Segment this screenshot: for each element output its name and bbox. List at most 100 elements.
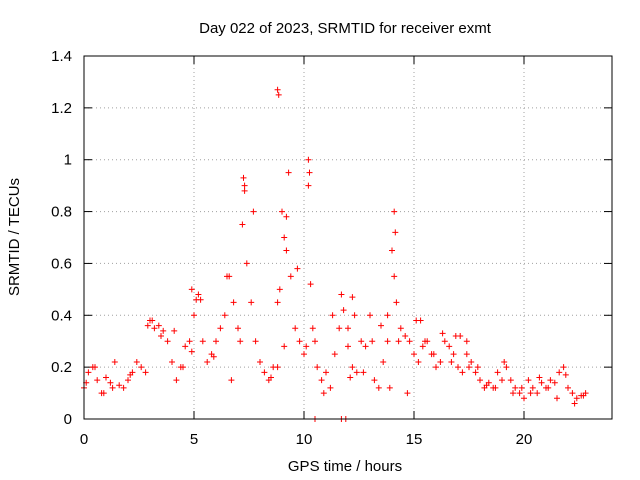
data-point [551, 379, 558, 386]
data-point [261, 369, 268, 376]
data-point [580, 392, 587, 399]
data-point [349, 294, 356, 301]
data-point [510, 390, 516, 397]
data-point [448, 358, 455, 365]
data-point [384, 338, 391, 345]
data-point [230, 299, 237, 306]
data-point [127, 371, 134, 378]
data-point [318, 377, 325, 384]
data-point [307, 281, 314, 288]
data-point [573, 395, 580, 402]
x-axis-label: GPS time / hours [288, 458, 402, 475]
data-point [142, 369, 149, 376]
data-point [314, 364, 321, 371]
y-tick-label: 0 [64, 411, 72, 428]
data-point [274, 86, 281, 93]
x-tick-label: 20 [516, 431, 533, 448]
data-point [309, 325, 316, 332]
data-point [562, 371, 569, 378]
data-point [241, 182, 248, 189]
data-point [569, 390, 576, 397]
data-point [239, 221, 246, 228]
data-point [85, 369, 92, 376]
data-point [463, 351, 470, 358]
data-point [384, 312, 391, 319]
x-tick-label: 10 [296, 431, 313, 448]
data-point [477, 377, 483, 384]
data-point [292, 325, 299, 332]
y-tick-label: 0.2 [51, 359, 72, 376]
data-point [468, 358, 475, 365]
data-point [347, 374, 354, 381]
data-point [171, 327, 178, 334]
data-point [411, 351, 417, 358]
data-point [224, 273, 230, 280]
data-point [360, 369, 367, 376]
data-point [210, 353, 217, 360]
axis-ticks: 0 0.2 0.4 0.6 0.8 1 1.2 1.4 0 5 10 15 20 [51, 48, 612, 448]
data-point [213, 338, 219, 345]
data-point [358, 338, 365, 345]
data-point [560, 364, 567, 371]
data-point [483, 382, 490, 389]
data-point [521, 395, 527, 402]
data-point [516, 390, 523, 397]
data-point [474, 364, 481, 371]
data-point [386, 384, 393, 391]
data-point [199, 338, 206, 345]
data-point [149, 317, 156, 324]
data-point [397, 325, 404, 332]
data-point [120, 384, 127, 391]
data-point [402, 333, 409, 340]
data-point [534, 390, 541, 397]
data-point [109, 384, 116, 391]
data-point [100, 390, 107, 397]
data-point [455, 364, 461, 371]
data-point [331, 351, 338, 358]
y-tick-label: 0.8 [51, 204, 72, 221]
data-point [287, 273, 294, 280]
data-point [294, 265, 301, 272]
data-point [274, 364, 281, 371]
data-point [191, 312, 197, 319]
data-point [305, 156, 312, 163]
data-point [303, 343, 310, 350]
data-point [389, 247, 395, 254]
data-point [503, 364, 510, 371]
data-point [545, 384, 552, 391]
data-point [133, 358, 140, 365]
data-point [446, 343, 453, 350]
data-point [565, 384, 571, 391]
data-point [406, 338, 413, 345]
data-point [340, 307, 347, 314]
data-point [240, 174, 247, 181]
data-point [380, 358, 387, 365]
data-point [430, 351, 437, 358]
data-point [188, 286, 195, 293]
data-point [103, 374, 109, 381]
data-point [369, 338, 376, 345]
data-point [204, 358, 211, 365]
data-point [195, 291, 202, 298]
data-point [180, 364, 186, 371]
data-point [323, 369, 329, 376]
data-point [554, 395, 560, 402]
data-point [268, 374, 274, 381]
data-point [529, 384, 536, 391]
data-point [243, 260, 250, 267]
chart-title: Day 022 of 2023, SRMTID for receiver exm… [199, 20, 492, 37]
data-point [518, 384, 525, 391]
data-point [182, 343, 189, 350]
data-point [499, 377, 505, 384]
y-tick-label: 1.4 [51, 48, 72, 65]
data-point [392, 229, 399, 236]
x-tick-label: 15 [406, 431, 423, 448]
data-point [186, 338, 193, 345]
data-point [283, 247, 290, 254]
data-point [305, 182, 312, 189]
data-point [450, 351, 457, 358]
data-point [466, 364, 472, 371]
data-point [437, 358, 444, 365]
data-point [283, 213, 290, 220]
